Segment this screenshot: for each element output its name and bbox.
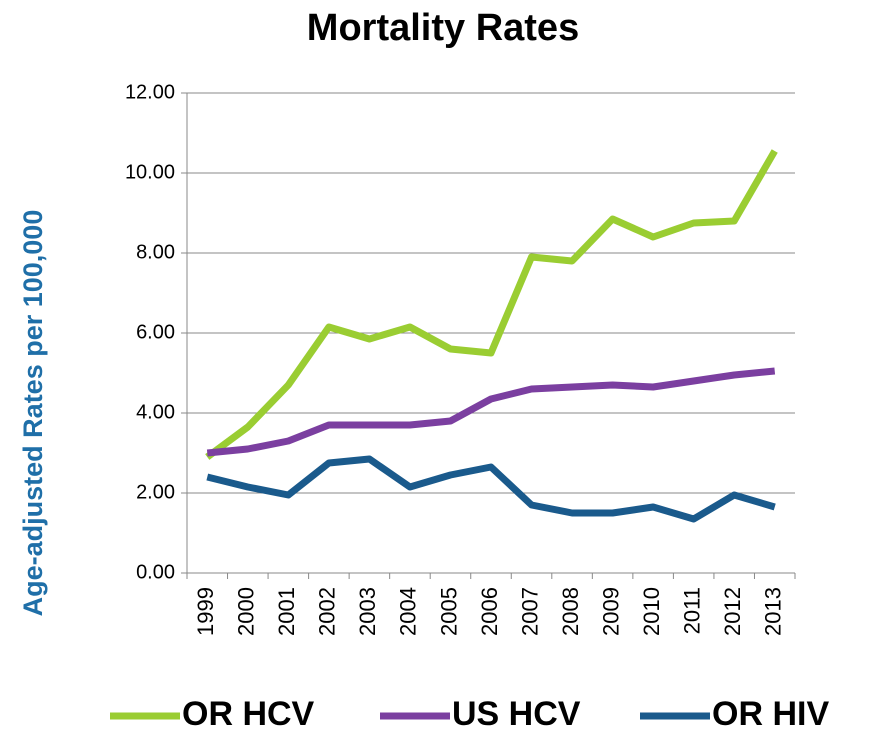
x-tick-label: 2007 [517, 587, 542, 636]
x-tick-label: 2003 [355, 587, 380, 636]
x-tick-label: 2001 [274, 587, 299, 636]
y-tick-label: 6.00 [136, 321, 175, 343]
x-tick-label: 2005 [436, 587, 461, 636]
x-tick-label: 2013 [761, 587, 786, 636]
x-tick-label: 2010 [639, 587, 664, 636]
y-tick-label: 4.00 [136, 401, 175, 423]
y-tick-label: 2.00 [136, 481, 175, 503]
y-tick-label: 10.00 [125, 161, 175, 183]
y-tick-label: 8.00 [136, 241, 175, 263]
y-tick-label: 0.00 [136, 561, 175, 583]
x-tick-label: 2008 [558, 587, 583, 636]
series-line [205, 149, 778, 460]
x-tick-label: 2002 [315, 587, 340, 636]
chart-title: Mortality Rates [307, 7, 579, 49]
x-tick-label: 2000 [234, 587, 259, 636]
x-tick-label: 2011 [679, 587, 704, 634]
y-tick-label: 12.00 [125, 81, 175, 103]
x-tick-label: 2012 [720, 587, 745, 636]
series-line [206, 367, 776, 457]
legend-label: OR HCV [182, 695, 315, 733]
series-line [206, 455, 776, 523]
legend-label: US HCV [452, 695, 581, 733]
y-axis-label: Age-adjusted Rates per 100,000 [18, 210, 48, 617]
x-tick-label: 2006 [477, 587, 502, 636]
legend-label: OR HIV [712, 695, 829, 733]
x-tick-label: 2004 [396, 587, 421, 636]
x-tick-label: 2009 [598, 587, 623, 636]
x-tick-label: 1999 [193, 587, 218, 636]
